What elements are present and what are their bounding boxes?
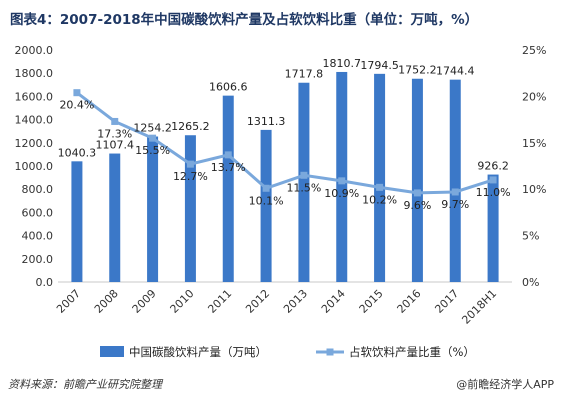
ratio-value-label: 15.5% — [135, 144, 170, 157]
ratio-value-label: 13.7% — [211, 161, 246, 174]
ratio-point — [300, 171, 308, 179]
y-left-tick-label: 1200.0 — [15, 137, 54, 150]
x-tick-label: 2015 — [357, 287, 386, 316]
ratio-value-label: 12.7% — [173, 170, 208, 183]
y-left-tick-label: 1600.0 — [15, 90, 54, 103]
y-left-tick-label: 400.0 — [22, 230, 54, 243]
bar-value-label: 1606.6 — [209, 81, 248, 94]
y-right-tick-label: 0% — [522, 276, 539, 289]
ratio-point — [111, 117, 119, 125]
bar — [298, 82, 310, 282]
x-tick-label: 2007 — [54, 287, 83, 316]
x-tick-label: 2013 — [281, 287, 310, 316]
y-right-tick-label: 25% — [522, 44, 546, 57]
y-left-tick-label: 800.0 — [22, 183, 54, 196]
bar-value-label: 1717.8 — [285, 68, 324, 81]
bar — [411, 78, 423, 282]
ratio-point — [224, 151, 232, 159]
ratio-value-label: 11.0% — [476, 186, 511, 199]
bar-value-label: 1311.3 — [247, 115, 286, 128]
y-left-tick-label: 1400.0 — [15, 114, 54, 127]
bar-value-label: 1254.2 — [133, 122, 172, 135]
bar-value-label: 1265.2 — [171, 120, 210, 133]
bar — [184, 135, 196, 282]
bar — [222, 95, 234, 282]
ratio-line — [76, 91, 494, 195]
bar-value-label: 1107.4 — [96, 139, 135, 152]
bar — [109, 153, 121, 282]
y-right-tick-label: 20% — [522, 90, 546, 103]
y-left-tick-label: 200.0 — [22, 253, 54, 266]
legend-swatch-bar — [100, 346, 124, 357]
y-right-tick-label: 15% — [522, 137, 546, 150]
bar — [487, 174, 499, 282]
x-tick-label: 2016 — [395, 287, 424, 316]
bar — [374, 73, 386, 282]
x-tick-label: 2012 — [243, 287, 272, 316]
x-tick-label: 2018H1 — [459, 287, 499, 327]
chart-title: 图表4：2007-2018年中国碳酸饮料产量及占软饮料比重（单位：万吨，%） — [10, 12, 479, 28]
legend-marker-line — [326, 348, 334, 356]
ratio-value-label: 9.6% — [403, 199, 431, 212]
ratio-value-label: 20.4% — [59, 99, 94, 112]
x-tick-label: 2010 — [168, 287, 197, 316]
bar-value-label: 1752.2 — [398, 64, 437, 77]
x-tick-label: 2011 — [205, 287, 234, 316]
y-left-tick-label: 0.0 — [36, 276, 54, 289]
bar-value-label: 926.2 — [477, 160, 509, 173]
y-left-tick-label: 1800.0 — [15, 67, 54, 80]
source-note: 资料来源：前瞻产业研究院整理 — [8, 378, 162, 391]
bar-value-label: 1794.5 — [360, 59, 399, 72]
legend-label-bar: 中国碳酸饮料产量（万吨） — [129, 345, 267, 359]
ratio-value-label: 10.2% — [362, 193, 397, 206]
ratio-point — [451, 188, 459, 196]
ratio-point — [73, 89, 81, 97]
ratio-point — [149, 134, 157, 142]
y-right-tick-label: 10% — [522, 183, 546, 196]
x-tick-label: 2017 — [432, 287, 461, 316]
y-left-tick-label: 600.0 — [22, 206, 54, 219]
x-tick-label: 2008 — [92, 287, 121, 316]
bar-value-label: 1040.3 — [58, 146, 97, 159]
y-right-tick-label: 5% — [522, 230, 539, 243]
ratio-point — [376, 183, 384, 191]
ratio-point — [338, 177, 346, 185]
bar-value-label: 1744.4 — [436, 65, 475, 78]
ratio-point — [489, 176, 497, 184]
ratio-point — [186, 160, 194, 168]
bar-value-label: 1810.7 — [323, 57, 362, 70]
ratio-point — [413, 189, 421, 197]
bar — [147, 136, 159, 282]
y-left-tick-label: 1000.0 — [15, 160, 54, 173]
ratio-value-label: 9.7% — [441, 198, 469, 211]
bar — [449, 79, 461, 282]
x-tick-label: 2009 — [130, 287, 159, 316]
ratio-value-label: 10.1% — [249, 194, 284, 207]
ratio-point — [262, 184, 270, 192]
ratio-value-label: 10.9% — [324, 187, 359, 200]
bar — [336, 71, 348, 282]
ratio-value-label: 11.5% — [286, 181, 321, 194]
legend-label-line: 占软饮料产量比重（%） — [349, 345, 475, 359]
brand-label: @前瞻经济学人APP — [456, 378, 554, 391]
y-left-tick-label: 2000.0 — [15, 44, 54, 57]
x-tick-label: 2014 — [319, 287, 348, 316]
ratio-value-label: 17.3% — [97, 127, 132, 140]
bar — [71, 161, 83, 282]
bar — [260, 129, 272, 282]
